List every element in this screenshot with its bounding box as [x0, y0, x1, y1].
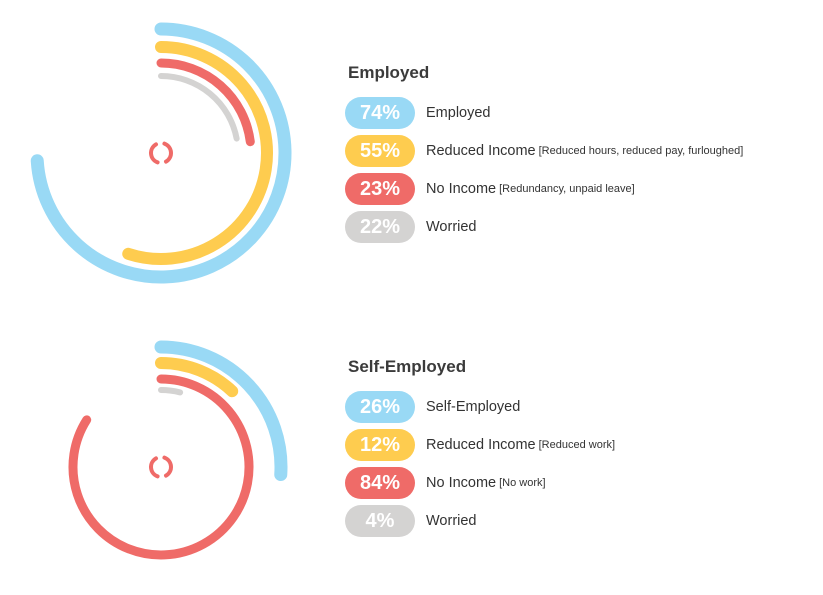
legend-note: [No work] [499, 477, 546, 489]
arc-outer-employed [30, 22, 292, 284]
legend-row-worried: 4% Worried [345, 502, 615, 540]
legend-note: [Reduced work] [538, 439, 616, 451]
legend-label: Reduced Income [426, 143, 536, 159]
value-pill: 26% [345, 391, 415, 423]
legend-label: Self-Employed [426, 399, 521, 415]
self-employed-radial-chart [68, 340, 288, 560]
self-employed-legend: Self-Employed 26% Self-Employed 12% Redu… [345, 356, 615, 540]
legend-label: No Income [426, 475, 497, 491]
legend-row-no-income: 23% No Income [Redundancy, unpaid leave] [345, 170, 743, 208]
legend-title: Employed [348, 63, 430, 82]
self-employed-chart: Self-Employed 26% Self-Employed 12% Redu… [0, 300, 823, 595]
legend-note: [Reduced hours, reduced pay, furloughed] [538, 145, 744, 157]
value-pill: 55% [345, 135, 415, 167]
legend-row-reduced-income: 55% Reduced Income [Reduced hours, reduc… [345, 132, 743, 170]
legend-label: Worried [426, 219, 477, 235]
arc-inner-worried [158, 73, 240, 142]
legend-note: [Redundancy, unpaid leave] [499, 183, 635, 195]
employed-chart: Employed 74% Employed 55% Reduced Income… [30, 22, 743, 284]
refresh-ring-icon [149, 141, 173, 165]
arc-second-reduced-income [122, 41, 273, 265]
employed-radial-chart [30, 22, 292, 284]
value-pill: 4% [345, 505, 415, 537]
arc-third-no-income [156, 58, 255, 147]
legend-label: Reduced Income [426, 437, 536, 453]
legend-title: Self-Employed [348, 357, 467, 376]
legend-row-employed: 74% Employed [345, 94, 743, 132]
legend-row-reduced-income: 12% Reduced Income [Reduced work] [345, 426, 615, 464]
employed-legend: Employed 74% Employed 55% Reduced Income… [345, 62, 743, 246]
arc-outer-self-employed [154, 340, 288, 482]
value-pill: 84% [345, 467, 415, 499]
legend-label: No Income [426, 181, 497, 197]
legend-label: Employed [426, 105, 491, 121]
value-pill: 74% [345, 97, 415, 129]
value-pill: 12% [345, 429, 415, 461]
value-pill: 22% [345, 211, 415, 243]
arc-third-no-income [68, 374, 254, 560]
legend-row-worried: 22% Worried [345, 208, 743, 246]
legend-row-self-employed: 26% Self-Employed [345, 388, 615, 426]
value-pill: 23% [345, 173, 415, 205]
refresh-ring-icon [149, 455, 173, 479]
arc-second-reduced-income [155, 357, 239, 398]
legend-label: Worried [426, 513, 477, 529]
legend-row-no-income: 84% No Income [No work] [345, 464, 615, 502]
arc-inner-worried [158, 387, 184, 396]
